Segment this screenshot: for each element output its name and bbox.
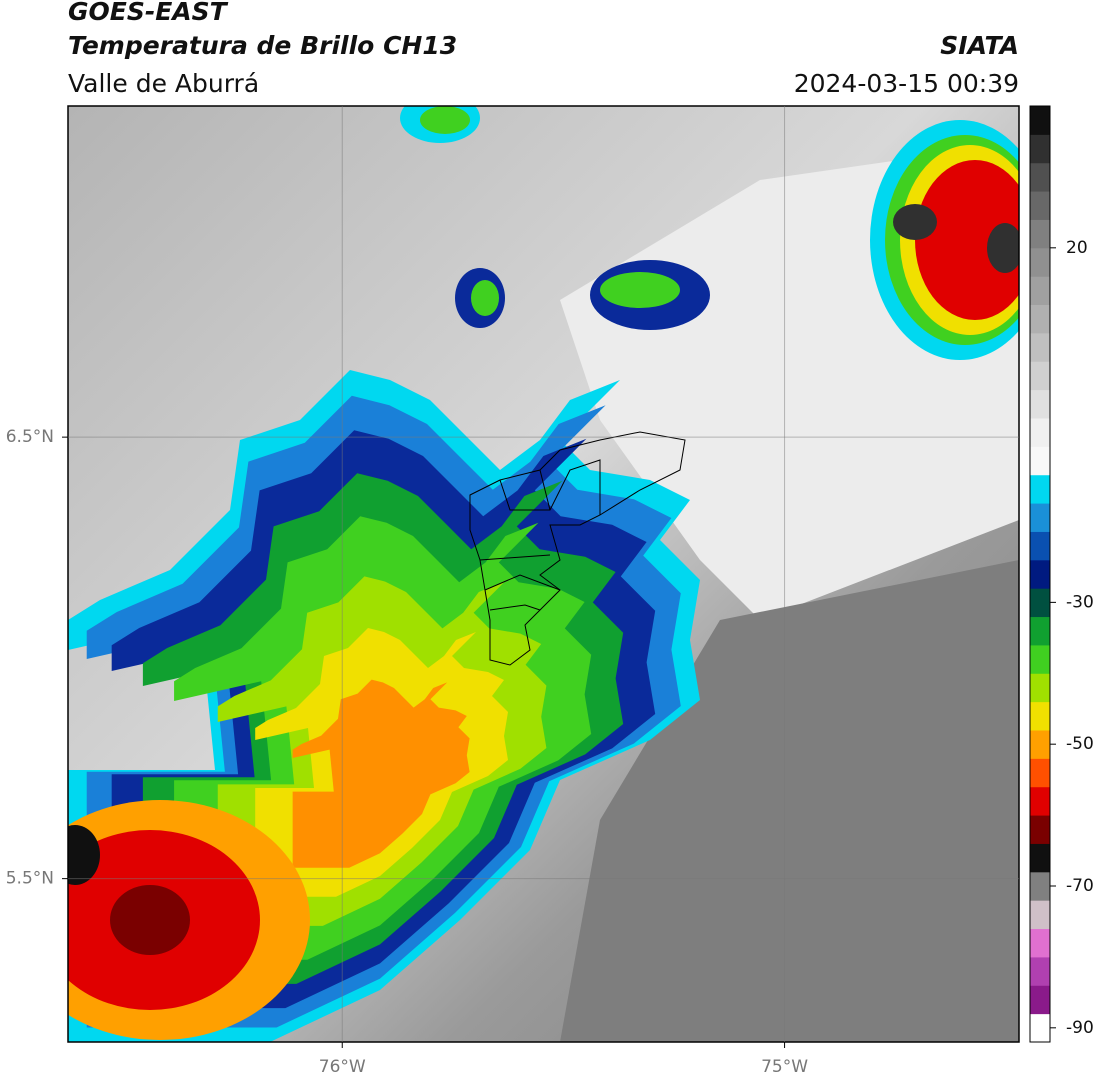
storm-cell [420, 106, 470, 134]
colorbar-band [1030, 1013, 1050, 1043]
storms [68, 106, 1019, 1042]
colorbar-band [1030, 701, 1050, 731]
colorbar-band [1030, 730, 1050, 759]
colorbar-band [1030, 276, 1050, 306]
colorbar-band [1030, 332, 1050, 362]
grid: 76°W 75°W 6.5°N 5.5°N [6, 106, 1019, 1077]
storm-cell [915, 160, 1019, 320]
map-frame [67, 105, 1020, 1043]
storm-cell [987, 223, 1019, 273]
boundary [469, 431, 686, 666]
colorbar-band [1030, 474, 1050, 504]
colorbar-band [1030, 588, 1050, 618]
colorbar-band [1030, 786, 1050, 816]
colorbar-band [1030, 843, 1050, 873]
source: SIATA [940, 31, 1019, 60]
colorbar-band [1030, 191, 1050, 220]
colorbar-band [1030, 247, 1050, 277]
region: Valle de Aburrá [68, 69, 259, 98]
title: GOES-EAST [68, 0, 229, 26]
colorbar-tick-label: -30 [1066, 592, 1094, 612]
colorbar-frame [1029, 105, 1051, 1043]
datetime: 2024-03-15 00:39 [794, 69, 1019, 98]
colorbar-band [1030, 361, 1050, 391]
colorbar-band [1030, 219, 1050, 249]
colorbar-band [1030, 389, 1050, 419]
municipal-boundaries [469, 431, 686, 666]
storm-layer [292, 679, 470, 868]
colorbar-band [1030, 644, 1050, 674]
storm-cell [893, 204, 937, 240]
colorbar-band [1030, 559, 1050, 589]
colorbar-band [1030, 106, 1050, 135]
colorbar-tick-label: 20 [1066, 238, 1088, 258]
colorbar-band [1030, 446, 1050, 476]
y-tick-label: 6.5°N [6, 427, 54, 447]
boundary [479, 459, 601, 611]
colorbar-band [1030, 985, 1050, 1015]
storm-cell [600, 272, 680, 308]
colorbar-tick-label: -50 [1066, 734, 1094, 754]
subtitle: Temperatura de Brillo CH13 [68, 31, 457, 60]
colorbar-band [1030, 616, 1050, 646]
colorbar-band [1030, 531, 1050, 561]
colorbar-band [1030, 928, 1050, 958]
colorbar-band [1030, 815, 1050, 844]
warm-area [560, 560, 1019, 1042]
colorbar-band [1030, 134, 1050, 164]
x-tick-label: 75°W [761, 1057, 808, 1077]
colorbar-tick-label: -70 [1066, 876, 1094, 896]
y-tick-label: 5.5°N [6, 869, 54, 889]
colorbar-band [1030, 304, 1050, 334]
colorbar-band [1030, 162, 1050, 192]
colorbar-band [1030, 503, 1050, 532]
colorbar-band [1030, 900, 1050, 930]
colorbar-tick-label: -90 [1066, 1018, 1094, 1038]
storm-cell [471, 280, 499, 316]
colorbar: 20 -30 -50 -70 -90 [1029, 105, 1094, 1043]
colorbar-band [1030, 871, 1050, 901]
storm-cell [68, 825, 100, 885]
storm-cell [110, 885, 190, 955]
colorbar-band [1030, 758, 1050, 788]
colorbar-band [1030, 418, 1050, 447]
colorbar-band [1030, 956, 1050, 986]
x-tick-label: 76°W [319, 1057, 366, 1077]
colorbar-band [1030, 673, 1050, 703]
